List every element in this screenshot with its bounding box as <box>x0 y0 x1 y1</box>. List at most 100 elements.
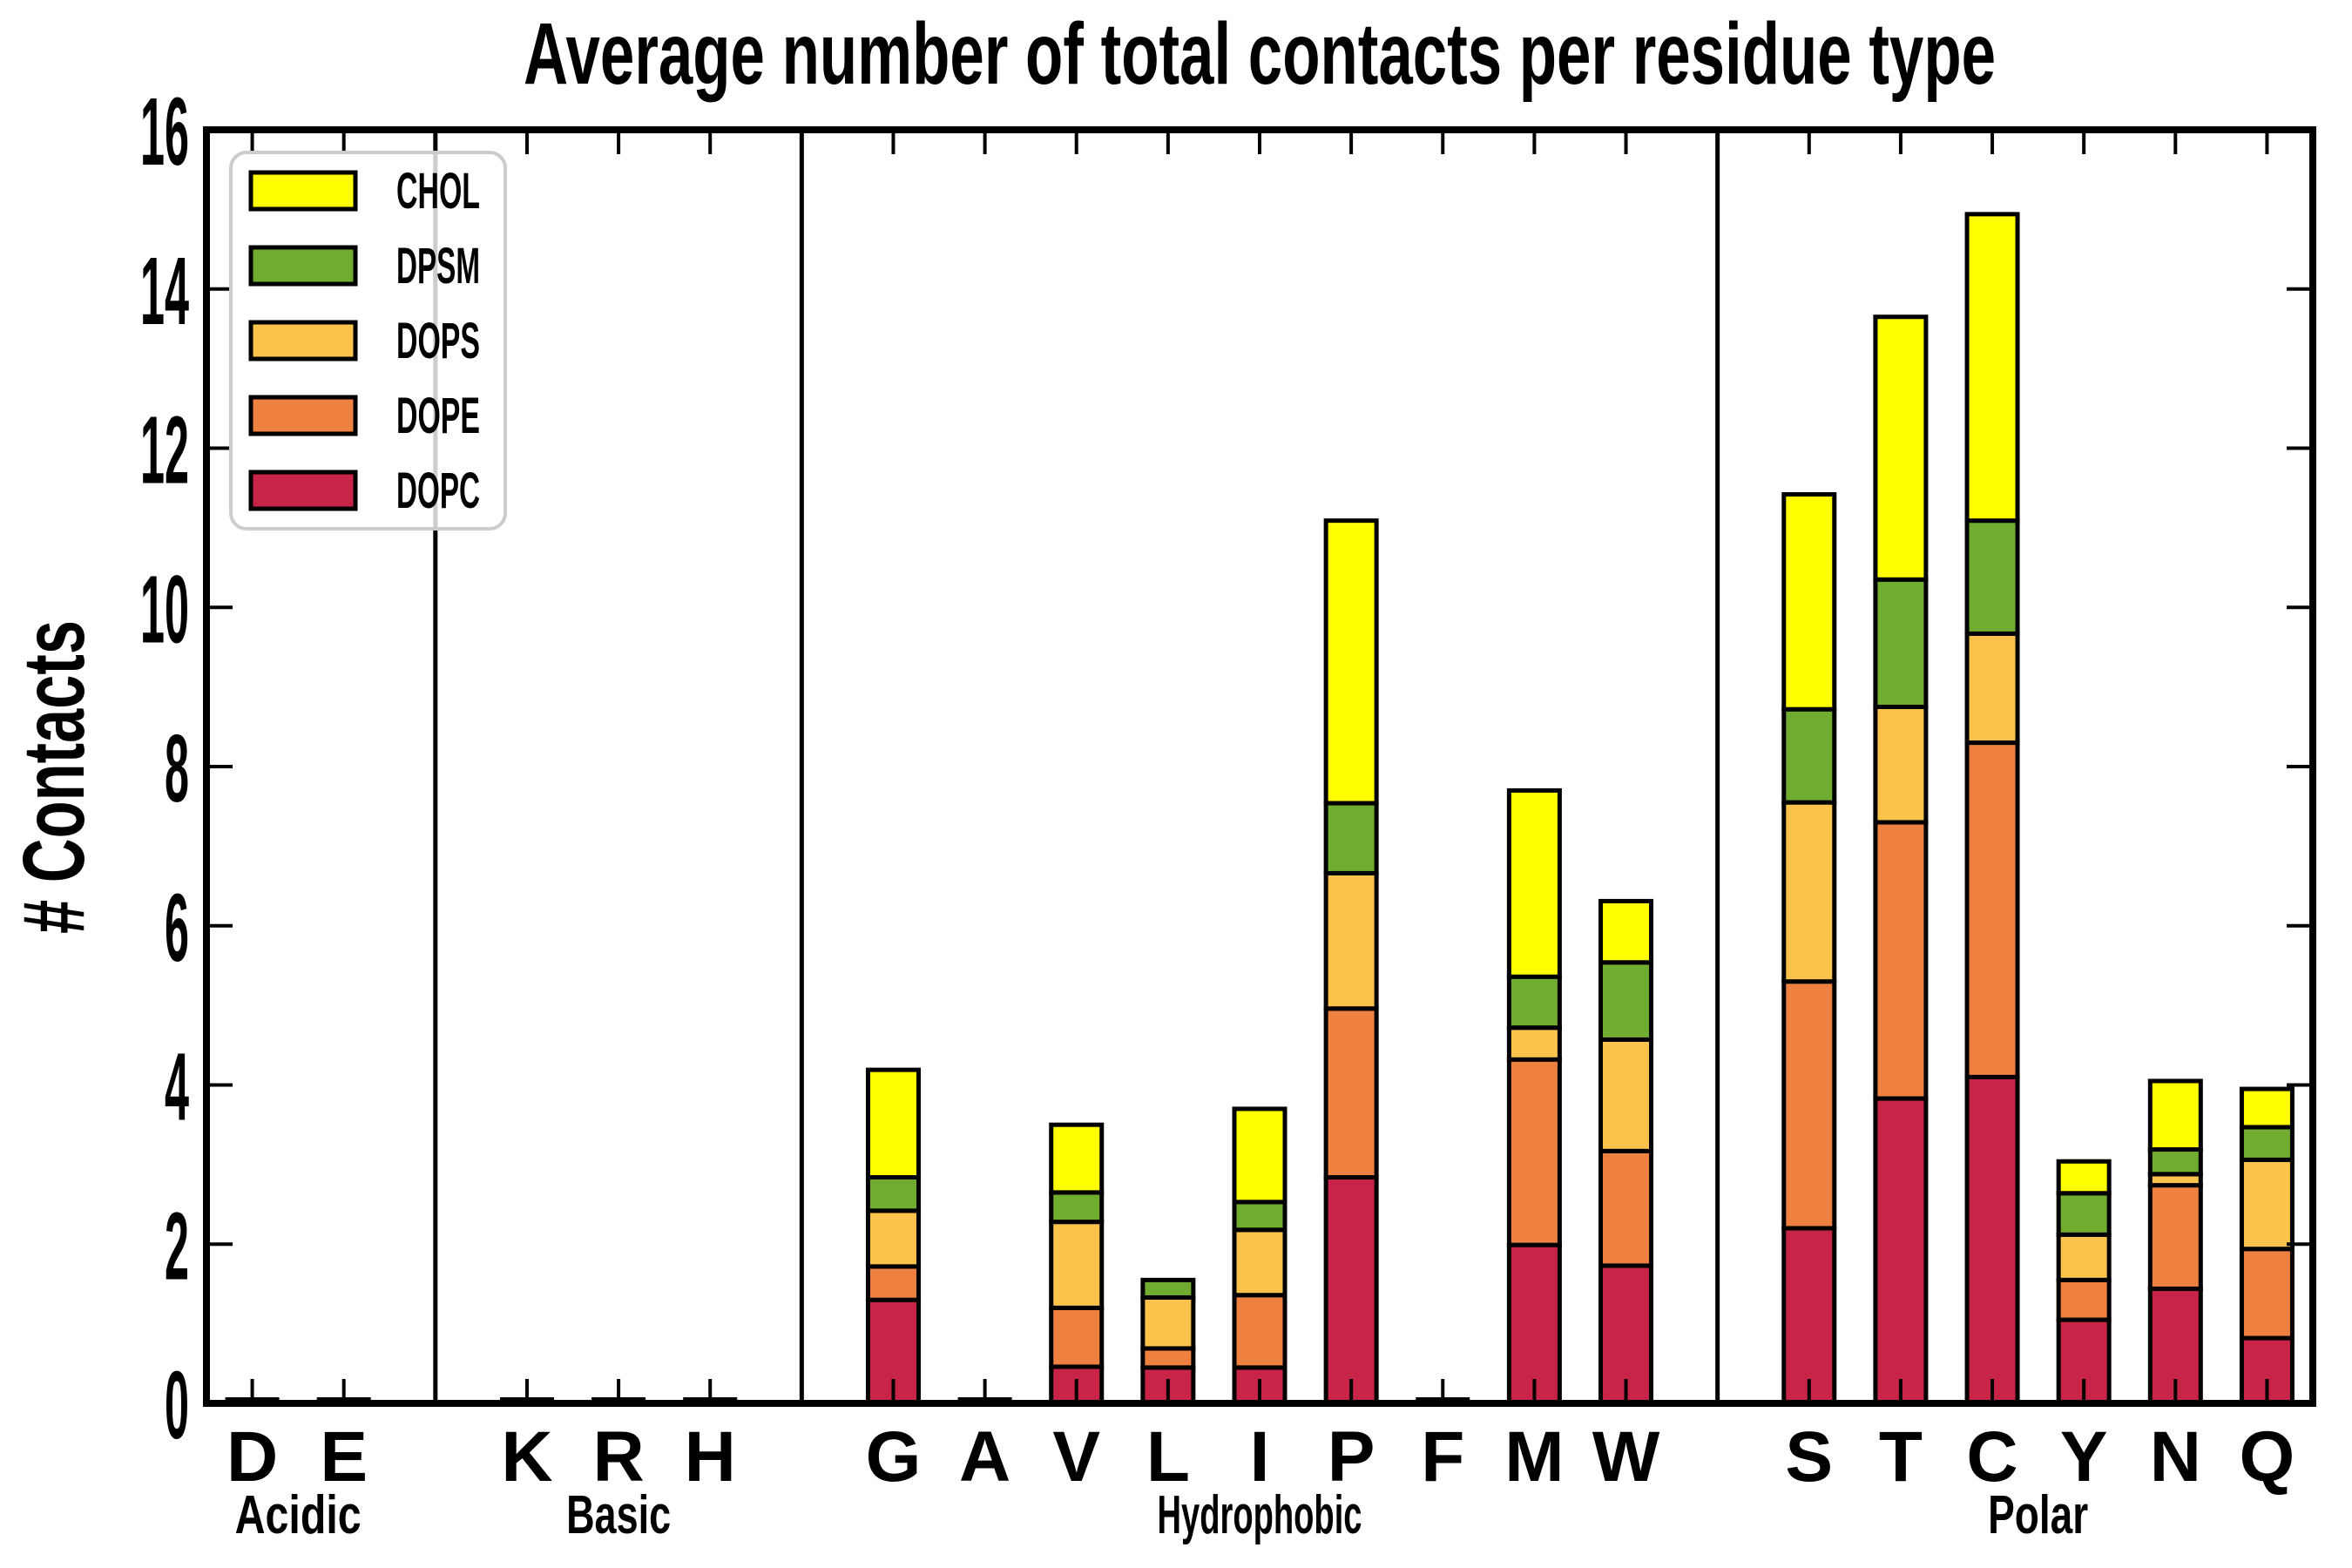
bar-segment-CHOL <box>865 1067 921 1179</box>
chart-title: Average number of total contacts per res… <box>524 5 1996 103</box>
bar-segment-DOPE <box>1781 979 1837 1231</box>
x-group-label: Acidic <box>235 1485 362 1545</box>
legend-swatch-DPSM <box>248 245 358 287</box>
bar-segment-CHOL <box>2147 1078 2203 1152</box>
axis-ticks <box>206 128 2313 1405</box>
bar-segment-DOPS <box>1964 631 2020 746</box>
bar-segment-DOPS <box>1140 1294 1196 1351</box>
x-residue-label: M <box>1504 1417 1564 1497</box>
bar-Y <box>2056 1159 2112 1406</box>
bar-I <box>1232 1106 1288 1406</box>
x-residue-label: P <box>1328 1417 1375 1497</box>
bar-segment-DOPE <box>865 1264 921 1302</box>
bar-T <box>1873 314 1929 1406</box>
bar-segment-DOPS <box>1323 870 1379 1011</box>
legend-label-CHOL: CHOL <box>396 163 480 220</box>
bar-P <box>1323 518 1379 1406</box>
bar-segment-DOPE <box>2147 1183 2203 1291</box>
bar-W <box>1598 898 1654 1406</box>
bar-segment-CHOL <box>1598 898 1654 965</box>
x-residue-label: W <box>1592 1417 1660 1497</box>
x-residue-label: N <box>2150 1417 2201 1497</box>
bar-L <box>1140 1277 1196 1406</box>
bar-segment-CHOL <box>1506 787 1562 979</box>
x-residue-label: D <box>226 1417 278 1497</box>
x-group-label: Hydrophobic <box>1158 1485 1362 1545</box>
y-axis-label: # Contacts <box>5 620 103 934</box>
bar-segment-CHOL <box>1323 518 1379 806</box>
bar-G <box>865 1067 921 1406</box>
legend-label-DOPC: DOPC <box>396 463 480 519</box>
bar-segment-DOPE <box>1323 1006 1379 1179</box>
bar-segment-DPSM <box>2056 1191 2112 1237</box>
bar-C <box>1964 212 2020 1406</box>
bar-segment-CHOL <box>1781 491 1837 712</box>
bar-segment-DPSM <box>1140 1277 1196 1300</box>
bar-segment-CHOL <box>1873 314 1929 582</box>
legend-label-DOPS: DOPS <box>396 313 480 369</box>
y-tick-label: 16 <box>140 78 189 186</box>
bar-Q <box>2239 1086 2295 1406</box>
x-residue-label: H <box>685 1417 736 1497</box>
bar-segment-DPSM <box>1506 974 1562 1031</box>
bar-segment-DOPS <box>1781 800 1837 984</box>
legend-swatch-CHOL <box>248 170 358 212</box>
bar-segment-DOPC <box>1964 1074 2020 1406</box>
y-tick-label: 12 <box>140 397 189 504</box>
bar-segment-CHOL <box>1049 1122 1105 1195</box>
x-residue-label: I <box>1250 1417 1270 1497</box>
bar-segment-DPSM <box>1781 706 1837 805</box>
bar-segment-DOPS <box>865 1208 921 1269</box>
bar-segment-DPSM <box>1873 577 1929 709</box>
x-residue-label: Y <box>2060 1417 2108 1497</box>
x-residue-label: F <box>1421 1417 1464 1497</box>
bar-segment-DOPE <box>1049 1305 1105 1369</box>
bar-segment-DPSM <box>1598 960 1654 1042</box>
legend-label-DPSM: DPSM <box>396 238 480 294</box>
x-residue-label: G <box>866 1417 922 1497</box>
bar-segment-DOPS <box>2239 1157 2295 1252</box>
axis-labels: Average number of total contacts per res… <box>5 5 2295 1545</box>
bar-segment-DOPS <box>1598 1037 1654 1153</box>
bar-segment-DOPE <box>1873 820 1929 1101</box>
bar-S <box>1781 491 1837 1406</box>
bar-segment-DOPE <box>1506 1057 1562 1247</box>
y-tick-label: 14 <box>140 238 189 345</box>
bar-segment-DOPC <box>1323 1174 1379 1406</box>
bar-segment-DOPE <box>1598 1148 1654 1268</box>
y-tick-label: 8 <box>165 715 189 822</box>
bar-N <box>2147 1078 2203 1406</box>
bar-segment-DPSM <box>1232 1200 1288 1233</box>
bar-segment-DOPE <box>1964 740 2020 1079</box>
x-residue-label: R <box>592 1417 644 1497</box>
x-residue-label: V <box>1052 1417 1100 1497</box>
bar-segment-CHOL <box>1232 1106 1288 1205</box>
x-residue-label: L <box>1146 1417 1190 1497</box>
legend-label-DOPE: DOPE <box>396 388 480 444</box>
bar-segment-CHOL <box>2056 1159 2112 1196</box>
bar-segment-DOPC <box>1781 1226 1837 1406</box>
bar-segment-DPSM <box>865 1174 921 1213</box>
bar-M <box>1506 787 1562 1406</box>
bar-segment-DOPE <box>1140 1346 1196 1370</box>
bar-segment-DOPC <box>1873 1096 1929 1406</box>
bar-segment-DOPE <box>2239 1247 2295 1341</box>
bar-segment-DPSM <box>1049 1190 1105 1225</box>
bar-segment-DOPS <box>1873 704 1929 825</box>
bar-segment-CHOL <box>1964 212 2020 524</box>
bar-segment-DOPE <box>2056 1277 2112 1322</box>
y-tick-label: 6 <box>165 875 189 982</box>
legend-swatch-DOPE <box>248 395 358 436</box>
bar-segment-DOPS <box>1232 1227 1288 1298</box>
bar-segment-DOPS <box>1506 1025 1562 1062</box>
bar-segment-DPSM <box>2239 1125 2295 1162</box>
bar-segment-DOPS <box>2056 1232 2112 1282</box>
legend: CHOL DPSM DOPS DOPE DOPC <box>229 151 507 531</box>
bar-segment-CHOL <box>2239 1086 2295 1130</box>
legend-swatch-DOPC <box>248 470 358 511</box>
y-tick-label: 2 <box>165 1193 189 1300</box>
x-residue-label: Q <box>2240 1417 2295 1497</box>
y-tick-label: 10 <box>140 556 189 663</box>
x-residue-label: T <box>1879 1417 1923 1497</box>
